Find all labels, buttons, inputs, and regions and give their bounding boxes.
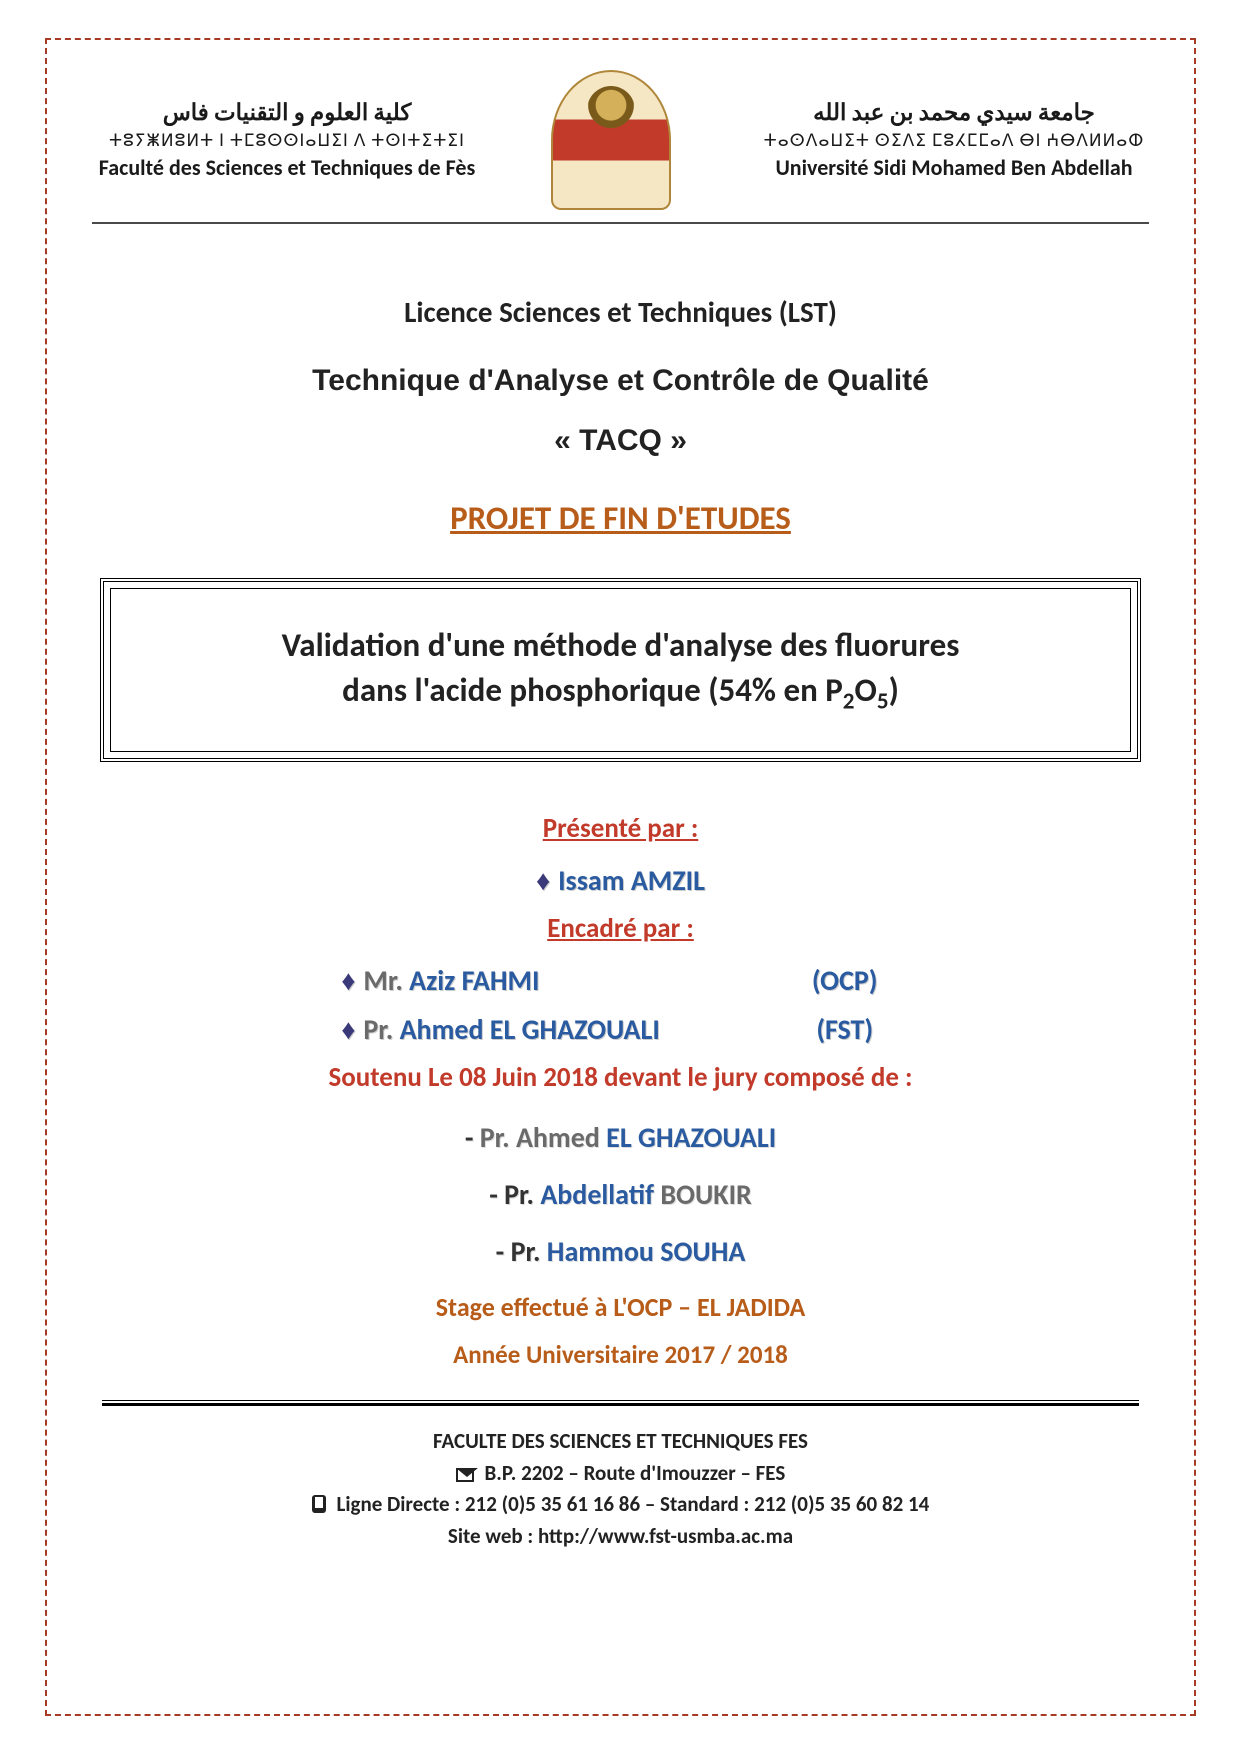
footer-address-line: B.P. 2202 – Route d'Imouzzer – FES	[92, 1458, 1149, 1490]
program-name: Technique d'Analyse et Contrôle de Quali…	[92, 364, 1149, 398]
jury-last: SOUHA	[660, 1234, 745, 1269]
footer: FACULTE DES SCIENCES ET TECHNIQUES FES B…	[92, 1426, 1149, 1552]
jury-2: - Pr. Abdellatif BOUKIR	[92, 1177, 1149, 1212]
supervisor-prefix: Mr.	[363, 963, 402, 998]
internship-line: Stage effectué à L'OCP – EL JADIDA	[92, 1291, 1149, 1323]
bullet-icon: ♦	[341, 965, 363, 996]
title-sub-2: 2	[843, 687, 855, 715]
univ-tifinagh: ⵜⴰⵙⴷⴰⵡⵉⵜ ⵙⵉⴷⵉ ⵎⵓⵃⵎⵎⴰⴷ ⴱⵏ ⵄⴱⴷⵍⵍⴰⵀ	[759, 130, 1149, 151]
header: كلية العلوم و التقنيات فاس ⵜⵓⵢⵥⵍⵓⵍⵜ ⵏ ⵜⵎ…	[92, 70, 1149, 224]
projet-heading: PROJET DE FIN D'ETUDES	[92, 498, 1149, 538]
supervisor-name: Ahmed EL GHAZOUALI	[400, 1012, 660, 1047]
academic-year: Année Universitaire 2017 / 2018	[92, 1339, 1149, 1370]
supervised-by-heading: Encadré par :	[92, 912, 1149, 945]
supervisor-org: (OCP)	[790, 963, 900, 998]
supervisor-name: Aziz FAHMI	[409, 963, 539, 998]
university-crest	[551, 70, 691, 210]
header-right: جامعة سيدي محمد بن عبد الله ⵜⴰⵙⴷⴰⵡⵉⵜ ⵙⵉⴷ…	[759, 99, 1149, 181]
author-name: Issam AMZIL	[558, 863, 705, 898]
jury-3: - Pr. Hammou SOUHA	[92, 1234, 1149, 1269]
footer-address: B.P. 2202 – Route d'Imouzzer – FES	[484, 1460, 785, 1486]
supervisor-2: ♦ Pr. Ahmed EL GHAZOUALI (FST)	[92, 1012, 1149, 1047]
title-line-2b: O	[855, 670, 877, 710]
header-left: كلية العلوم و التقنيات فاس ⵜⵓⵢⵥⵍⵓⵍⵜ ⵏ ⵜⵎ…	[92, 99, 482, 181]
page-frame: كلية العلوم و التقنيات فاس ⵜⵓⵢⵥⵍⵓⵍⵜ ⵏ ⵜⵎ…	[45, 38, 1196, 1716]
jury-last: BOUKIR	[660, 1177, 751, 1212]
jury-last: EL GHAZOUALI	[606, 1120, 776, 1155]
crest-icon	[551, 70, 671, 210]
phone-icon	[312, 1495, 326, 1513]
univ-french: Université Sidi Mohamed Ben Abdellah	[759, 154, 1149, 181]
title-line-2c: )	[889, 670, 899, 710]
degree-lst: Licence Sciences et Techniques (LST)	[92, 294, 1149, 330]
fst-arabic: كلية العلوم و التقنيات فاس	[92, 99, 482, 127]
jury-prefix: Pr.	[480, 1120, 510, 1155]
jury-first: Ahmed	[516, 1120, 600, 1155]
title-sub-5: 5	[877, 687, 889, 715]
project-title: Validation d'une méthode d'analyse des f…	[110, 588, 1131, 752]
footer-website: Site web : http://www.fst-usmba.ac.ma	[92, 1521, 1149, 1553]
footer-phone: Ligne Directe : 212 (0)5 35 61 16 86 – S…	[336, 1491, 929, 1517]
defense-line: Soutenu Le 08 Juin 2018 devant le jury c…	[92, 1061, 1149, 1094]
jury-prefix: Pr.	[511, 1234, 541, 1269]
title-line-2a: dans l'acide phosphorique (54% en P	[342, 670, 843, 710]
jury-first: Abdellatif	[540, 1177, 654, 1212]
title-box: Validation d'une méthode d'analyse des f…	[100, 578, 1141, 762]
univ-arabic: جامعة سيدي محمد بن عبد الله	[759, 99, 1149, 127]
footer-phone-line: Ligne Directe : 212 (0)5 35 61 16 86 – S…	[92, 1489, 1149, 1521]
fst-tifinagh: ⵜⵓⵢⵥⵍⵓⵍⵜ ⵏ ⵜⵎⵓⵙⵙⵏⴰⵡⵉⵏ ⴷ ⵜⵙⵏⵜⵉⵜⵉⵏ	[92, 130, 482, 151]
title-line-1: Validation d'une méthode d'analyse des f…	[282, 625, 960, 665]
supervisor-1: ♦ Mr. Aziz FAHMI (OCP)	[92, 963, 1149, 998]
supervisor-org: (FST)	[790, 1012, 900, 1047]
jury-prefix: Pr.	[504, 1177, 534, 1212]
fst-french: Faculté des Sciences et Techniques de Fè…	[92, 154, 482, 181]
jury-first: Hammou	[547, 1234, 654, 1269]
author-line: ♦ Issam AMZIL	[92, 863, 1149, 898]
bullet-icon: ♦	[536, 865, 558, 896]
envelope-icon	[456, 1468, 474, 1482]
footer-faculty: FACULTE DES SCIENCES ET TECHNIQUES FES	[92, 1426, 1149, 1458]
bullet-icon: ♦	[341, 1014, 363, 1045]
jury-1: - Pr. Ahmed EL GHAZOUALI	[92, 1120, 1149, 1155]
presented-by-heading: Présenté par :	[92, 812, 1149, 845]
footer-separator	[102, 1400, 1139, 1406]
program-abbr: « TACQ »	[92, 424, 1149, 458]
supervisor-prefix: Pr.	[363, 1012, 393, 1047]
